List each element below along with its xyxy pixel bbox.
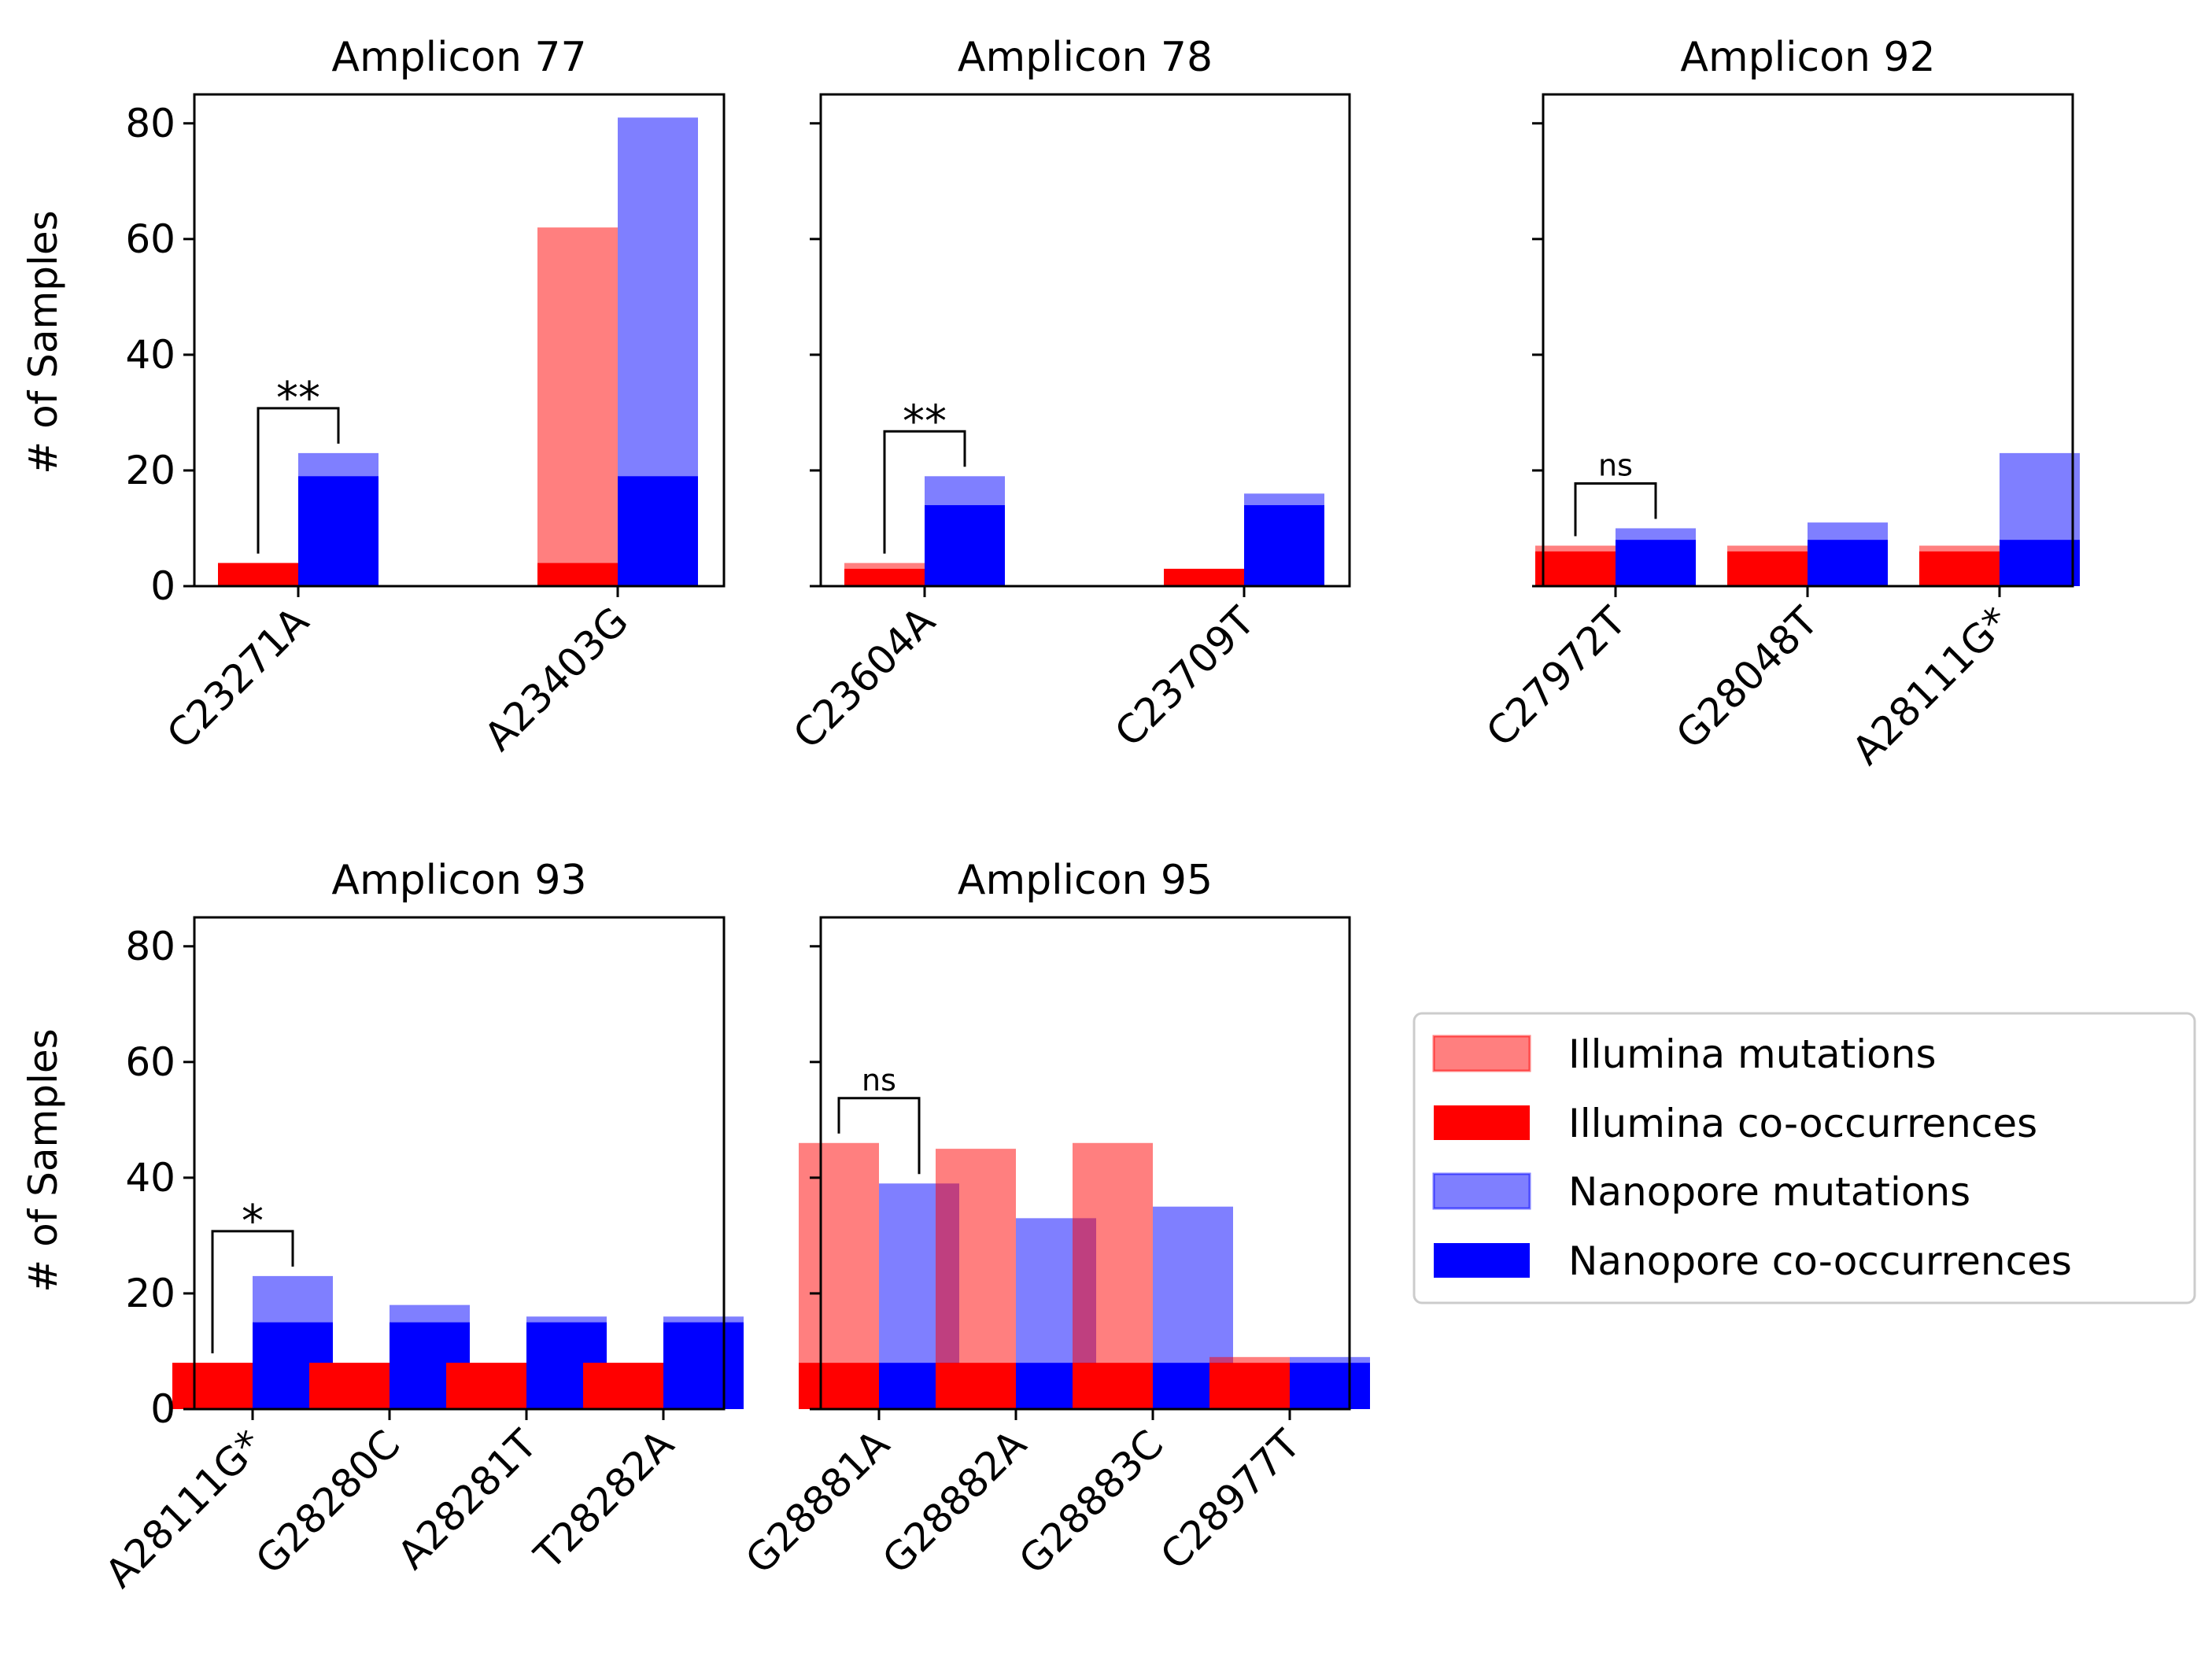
panel-2: Amplicon 78 C23604A C23709T ** (785, 34, 1351, 758)
bar-illumina-co-occurrences (1919, 551, 2000, 586)
panel-title: Amplicon 78 (958, 34, 1213, 81)
significance-bracket (257, 407, 340, 554)
significance-bracket (883, 430, 966, 554)
legend-label-nanopore-mutations: Nanopore mutations (1568, 1169, 1970, 1215)
bar-illumina-co-occurrences (799, 1363, 879, 1409)
y-tick-label: 20 (125, 1271, 175, 1316)
y-tick-label: 40 (125, 332, 175, 378)
bar-illumina-co-occurrences (218, 563, 298, 586)
significance-label: ns (1598, 448, 1633, 482)
y-tick-label: 40 (125, 1155, 175, 1201)
legend-swatch-illumina-co-occurrences (1434, 1105, 1530, 1140)
x-tick-label: A28281T (389, 1421, 546, 1578)
bar-illumina-mutations (537, 227, 618, 586)
bar-nanopore-co-occurrences (2000, 540, 2080, 586)
y-tick-label: 60 (125, 216, 175, 262)
bar-illumina-co-occurrences (844, 568, 925, 586)
bar-nanopore-co-occurrences (1244, 505, 1324, 586)
x-tick-label: C28977T (1152, 1421, 1309, 1578)
y-tick-label: 0 (150, 1386, 175, 1432)
bar-illumina-co-occurrences (309, 1363, 390, 1409)
legend-frame (1413, 1012, 2196, 1304)
y-tick-label: 20 (125, 448, 175, 493)
bar-illumina-co-occurrences (936, 1363, 1016, 1409)
bar-illumina-co-occurrences (446, 1363, 526, 1409)
plot-frame (819, 916, 1351, 1411)
panel-title: Amplicon 93 (331, 857, 586, 904)
legend-swatch-nanopore-mutations (1432, 1172, 1531, 1210)
bar-illumina-co-occurrences (1164, 568, 1244, 586)
x-tick-label: C23709T (1106, 598, 1264, 755)
panel-title: Amplicon 95 (958, 857, 1213, 904)
legend-label-nanopore-co-occurrences: Nanopore co-occurrences (1568, 1238, 2072, 1284)
bar-illumina-co-occurrences (1209, 1363, 1290, 1409)
significance-bracket (1574, 482, 1657, 537)
x-tick-label: C23271A (158, 598, 317, 757)
y-tick-label: 80 (125, 924, 175, 969)
bar-illumina-co-occurrences (583, 1363, 663, 1409)
legend-label-illumina-mutations: Illumina mutations (1568, 1031, 1937, 1077)
bar-nanopore-co-occurrences (298, 476, 379, 586)
bar-nanopore-co-occurrences (1290, 1363, 1370, 1409)
x-tick-label: A28111G* (1844, 598, 2019, 773)
bar-illumina-co-occurrences (1073, 1363, 1153, 1409)
bar-nanopore-co-occurrences (1616, 540, 1696, 586)
plot-frame (819, 93, 1351, 588)
x-tick-label: C27972T (1478, 598, 1635, 755)
x-tick-label: G28048T (1667, 598, 1827, 758)
legend-swatch-nanopore-co-occurrences (1434, 1243, 1530, 1278)
x-tick-label: T28282A (526, 1421, 683, 1578)
bar-illumina-co-occurrences (537, 563, 618, 586)
y-tick-label: 0 (150, 563, 175, 609)
y-tick-label: 80 (125, 101, 175, 146)
y-axis-label-row-2: # of Samples (20, 1028, 66, 1292)
significance-label: * (242, 1196, 264, 1247)
panel-title: Amplicon 77 (331, 34, 586, 81)
y-tick-label: 60 (125, 1039, 175, 1085)
significance-bracket (837, 1097, 921, 1175)
panel-1: Amplicon 77 C23271A A23403G ** 0 20 40 60 80 (125, 34, 726, 760)
plot-frame (193, 93, 726, 588)
panel-title: Amplicon 92 (1680, 34, 1935, 81)
x-tick-label: C23604A (785, 598, 944, 757)
legend-label-illumina-co-occurrences: Illumina co-occurrences (1568, 1101, 2037, 1146)
bar-illumina-co-occurrences (1535, 551, 1616, 586)
y-axis-label-row-1: # of Samples (20, 210, 66, 474)
significance-label: ns (862, 1063, 896, 1098)
x-tick-label: G28882A (873, 1421, 1035, 1582)
x-tick-label: G28883C (1010, 1421, 1172, 1583)
bar-nanopore-co-occurrences (663, 1322, 744, 1409)
x-tick-label: A23403G (475, 598, 637, 759)
bar-nanopore-co-occurrences (925, 505, 1005, 586)
legend-swatch-illumina-mutations (1432, 1035, 1531, 1072)
x-tick-label: A28111G* (97, 1421, 272, 1596)
significance-bracket (211, 1230, 294, 1354)
significance-label: ** (903, 396, 947, 447)
bar-illumina-co-occurrences (1727, 551, 1808, 586)
plot-frame (1542, 93, 2074, 588)
plot-frame (193, 916, 726, 1411)
panel-4: Amplicon 93 A28111G*G28280CA28281TT28282A… (97, 857, 744, 1596)
panel-3: Amplicon 92 C27972T G28048T A28111G* ns (1478, 34, 2080, 773)
bar-illumina-co-occurrences (172, 1363, 253, 1409)
bar-nanopore-co-occurrences (618, 476, 698, 586)
x-tick-label: G28881A (737, 1421, 898, 1582)
legend: Illumina mutations Illumina co-occurrenc… (1413, 1012, 2196, 1304)
x-tick-label: G28280C (247, 1421, 409, 1583)
bar-nanopore-co-occurrences (1808, 540, 1888, 586)
significance-label: ** (276, 373, 320, 424)
